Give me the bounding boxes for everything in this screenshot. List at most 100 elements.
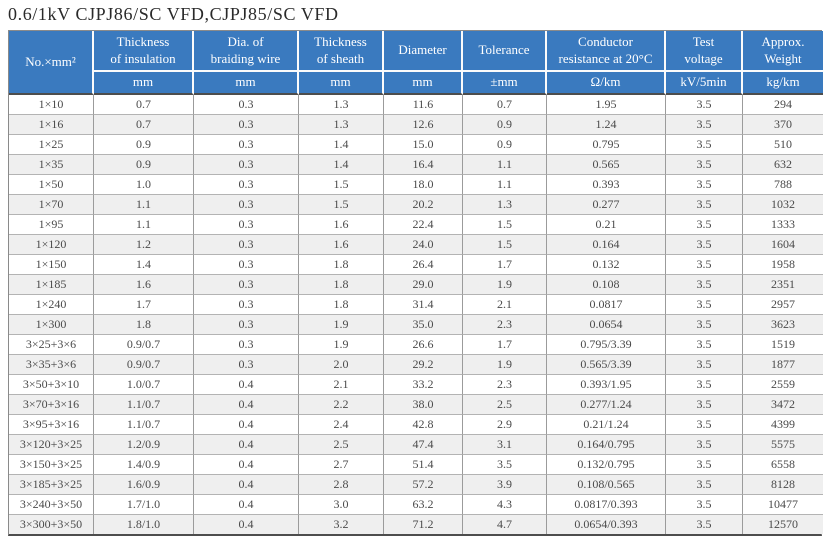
cell-value: 3.5 bbox=[666, 315, 743, 335]
cell-value: 3472 bbox=[743, 395, 823, 415]
cell-value: 2559 bbox=[743, 375, 823, 395]
cell-value: 1.2/0.9 bbox=[94, 435, 194, 455]
cell-value: 1.1/0.7 bbox=[94, 395, 194, 415]
column-header-tolerance: Tolerance bbox=[463, 31, 547, 72]
cell-value: 0.7 bbox=[463, 95, 547, 115]
table-row: 1×240 1.7 0.3 1.8 31.4 2.1 0.0817 3.5 2957 bbox=[9, 295, 823, 315]
cell-value: 0.164 bbox=[547, 235, 666, 255]
cell-value: 1.24 bbox=[547, 115, 666, 135]
cell-value: 2.1 bbox=[299, 375, 384, 395]
cell-value: 0.3 bbox=[194, 215, 299, 235]
table-row: 3×50+3×10 1.0/0.7 0.4 2.1 33.2 2.3 0.393/1.95 3… bbox=[9, 375, 823, 395]
cell-value: 8128 bbox=[743, 475, 823, 495]
cell-value: 0.3 bbox=[194, 155, 299, 175]
cell-value: 47.4 bbox=[384, 435, 463, 455]
cell-value: 3.5 bbox=[666, 135, 743, 155]
cell-value: 0.4 bbox=[194, 515, 299, 534]
cell-value: 0.3 bbox=[194, 315, 299, 335]
cell-size-spec: 3×120+3×25 bbox=[9, 435, 94, 455]
cell-value: 1.0 bbox=[94, 175, 194, 195]
cell-size-spec: 3×240+3×50 bbox=[9, 495, 94, 515]
cell-value: 2.0 bbox=[299, 355, 384, 375]
table-row: 3×35+3×6 0.9/0.7 0.3 2.0 29.2 1.9 0.565/3.39 3.… bbox=[9, 355, 823, 375]
cell-size-spec: 1×240 bbox=[9, 295, 94, 315]
cell-value: 0.0654/0.393 bbox=[547, 515, 666, 534]
cell-value: 0.795/3.39 bbox=[547, 335, 666, 355]
cell-value: 0.3 bbox=[194, 135, 299, 155]
cell-value: 0.3 bbox=[194, 175, 299, 195]
cell-value: 1519 bbox=[743, 335, 823, 355]
cell-value: 0.9 bbox=[94, 135, 194, 155]
cell-value: 22.4 bbox=[384, 215, 463, 235]
cell-value: 1.7 bbox=[463, 335, 547, 355]
cell-value: 0.108/0.565 bbox=[547, 475, 666, 495]
cell-value: 33.2 bbox=[384, 375, 463, 395]
cell-size-spec: 1×50 bbox=[9, 175, 94, 195]
cell-value: 2.9 bbox=[463, 415, 547, 435]
table-row: 1×185 1.6 0.3 1.8 29.0 1.9 0.108 3.5 2351 bbox=[9, 275, 823, 295]
cell-value: 1.95 bbox=[547, 95, 666, 115]
cell-value: 0.277 bbox=[547, 195, 666, 215]
cell-value: 1.5 bbox=[463, 235, 547, 255]
cell-value: 29.2 bbox=[384, 355, 463, 375]
cell-value: 3.5 bbox=[666, 275, 743, 295]
cell-value: 31.4 bbox=[384, 295, 463, 315]
cell-value: 1.3 bbox=[299, 115, 384, 135]
cell-value: 3.5 bbox=[666, 495, 743, 515]
cell-value: 1.4 bbox=[299, 135, 384, 155]
cell-value: 71.2 bbox=[384, 515, 463, 534]
cell-value: 0.3 bbox=[194, 195, 299, 215]
cell-value: 1.4/0.9 bbox=[94, 455, 194, 475]
cell-value: 2.3 bbox=[463, 315, 547, 335]
cell-size-spec: 3×25+3×6 bbox=[9, 335, 94, 355]
cell-size-spec: 3×70+3×16 bbox=[9, 395, 94, 415]
cell-value: 0.565/3.39 bbox=[547, 355, 666, 375]
unit-tolerance: ±mm bbox=[463, 72, 547, 95]
cell-value: 51.4 bbox=[384, 455, 463, 475]
cell-value: 2957 bbox=[743, 295, 823, 315]
table-header: No.×mm² Thickness of insulation Dia. of … bbox=[9, 31, 823, 95]
cell-value: 1.6 bbox=[299, 215, 384, 235]
cell-value: 10477 bbox=[743, 495, 823, 515]
cell-value: 370 bbox=[743, 115, 823, 135]
cell-value: 1.9 bbox=[463, 355, 547, 375]
cell-value: 2.8 bbox=[299, 475, 384, 495]
cell-value: 1.1/0.7 bbox=[94, 415, 194, 435]
cell-value: 3623 bbox=[743, 315, 823, 335]
cell-value: 0.393/1.95 bbox=[547, 375, 666, 395]
cell-value: 1.9 bbox=[463, 275, 547, 295]
cell-value: 1.0/0.7 bbox=[94, 375, 194, 395]
cell-value: 0.3 bbox=[194, 295, 299, 315]
cell-value: 6558 bbox=[743, 455, 823, 475]
cell-value: 1.4 bbox=[299, 155, 384, 175]
cell-value: 42.8 bbox=[384, 415, 463, 435]
header-main-row: No.×mm² Thickness of insulation Dia. of … bbox=[9, 31, 823, 95]
cell-value: 20.2 bbox=[384, 195, 463, 215]
cell-value: 11.6 bbox=[384, 95, 463, 115]
cell-size-spec: 1×16 bbox=[9, 115, 94, 135]
cell-size-spec: 3×50+3×10 bbox=[9, 375, 94, 395]
cell-value: 1.5 bbox=[463, 215, 547, 235]
cell-value: 0.277/1.24 bbox=[547, 395, 666, 415]
cell-value: 3.5 bbox=[666, 195, 743, 215]
cell-value: 1.3 bbox=[299, 95, 384, 115]
cell-value: 1.9 bbox=[299, 315, 384, 335]
cell-value: 4.3 bbox=[463, 495, 547, 515]
cell-value: 0.3 bbox=[194, 275, 299, 295]
cell-value: 1877 bbox=[743, 355, 823, 375]
cell-value: 3.5 bbox=[666, 215, 743, 235]
column-header-approx-weight: Approx. Weight bbox=[743, 31, 823, 72]
cell-value: 1.6 bbox=[94, 275, 194, 295]
table-row: 3×70+3×16 1.1/0.7 0.4 2.2 38.0 2.5 0.277/1.24 3… bbox=[9, 395, 823, 415]
cell-size-spec: 1×25 bbox=[9, 135, 94, 155]
cell-value: 0.4 bbox=[194, 415, 299, 435]
cell-value: 24.0 bbox=[384, 235, 463, 255]
cell-value: 2351 bbox=[743, 275, 823, 295]
cell-size-spec: 3×185+3×25 bbox=[9, 475, 94, 495]
cell-value: 0.4 bbox=[194, 475, 299, 495]
cell-size-spec: 3×300+3×50 bbox=[9, 515, 94, 534]
cell-value: 0.795 bbox=[547, 135, 666, 155]
table-row: 1×35 0.9 0.3 1.4 16.4 1.1 0.565 3.5 632 bbox=[9, 155, 823, 175]
cell-value: 0.0817 bbox=[547, 295, 666, 315]
cell-value: 26.6 bbox=[384, 335, 463, 355]
